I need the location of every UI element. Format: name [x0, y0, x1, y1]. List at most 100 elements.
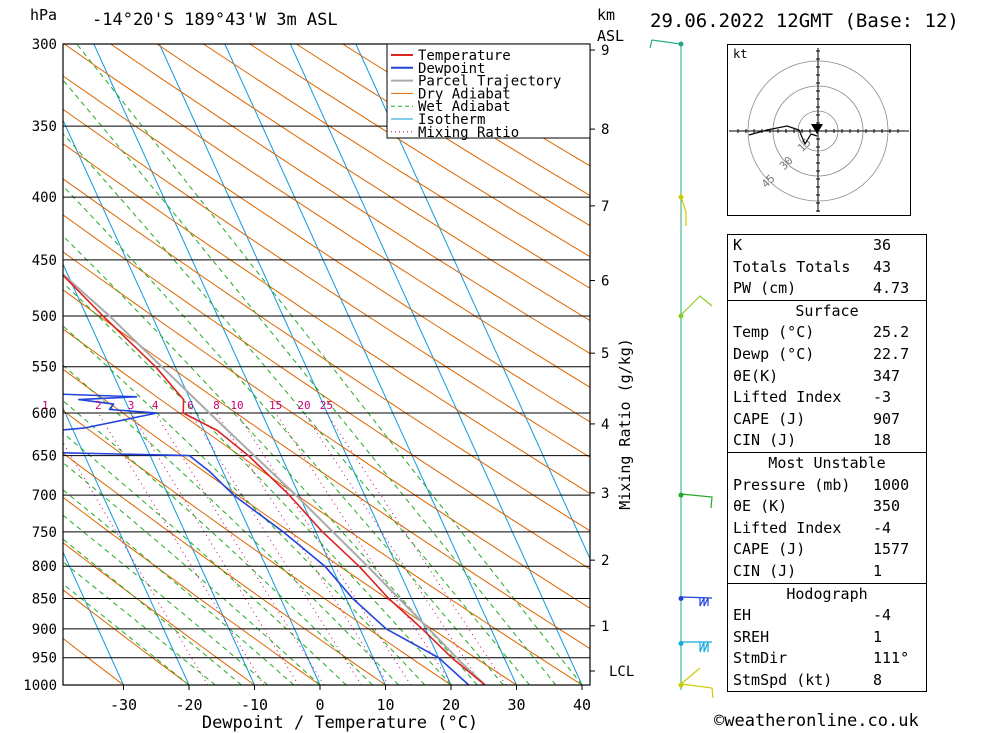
dry-adiabat-line [249, 44, 590, 258]
wet-adiabat-line [63, 325, 426, 685]
pressure-tick-label: 600 [32, 406, 57, 422]
legend-entry: Isotherm [418, 112, 485, 128]
pressure-tick-label: 550 [32, 360, 57, 376]
temperature-tick-label: -10 [241, 696, 268, 714]
most-unstable-value: 1000 [873, 475, 910, 494]
legend-entry: Wet Adiabat [418, 99, 511, 115]
surface-label: CAPE (J) [733, 409, 806, 428]
surface-value: 347 [873, 366, 901, 385]
hodograph-param-row: EH -4 [728, 605, 926, 627]
height-unit-km: km [597, 6, 616, 24]
mixing-ratio-line [97, 412, 265, 685]
location-title: -14°20'S 189°43'W 3m ASL [92, 10, 338, 30]
temperature-tick-label: -20 [175, 696, 202, 714]
hodograph-param-label: EH [733, 606, 752, 625]
surface-row: CIN (J) 18 [728, 430, 926, 452]
mixing-ratio-label: 2 [95, 399, 102, 412]
mixing-ratio-line [275, 412, 453, 685]
parcel-trajectory-line [63, 272, 486, 685]
wind-barb [649, 39, 682, 49]
surface-row: θE(K) 347 [728, 366, 926, 388]
surface-row: Dewp (°C) 22.7 [728, 344, 926, 366]
most-unstable-label: CIN (J) [733, 561, 797, 580]
pressure-tick-label: 1000 [23, 678, 57, 694]
mixing-ratio-line [303, 412, 483, 685]
most-unstable-label: Pressure (mb) [733, 475, 851, 494]
surface-section: Surface Temp (°C) 25.2 Dewp (°C) 22.7 θE(K) 3… [728, 299, 926, 452]
pressure-tick-label: 900 [32, 622, 57, 638]
surface-row: Temp (°C) 25.2 [728, 322, 926, 344]
hodograph-param-row: StmDir 111° [728, 648, 926, 670]
wet-adiabat-line [63, 282, 452, 685]
isotherm-line [158, 44, 452, 685]
temperature-line [63, 274, 486, 685]
isotherm-line [355, 44, 590, 560]
pressure-unit-label: hPa [30, 6, 58, 24]
index-row: PW (cm) 4.73 [728, 278, 926, 300]
hodograph-param-row: SREH 1 [728, 627, 926, 649]
legend-entry: Mixing Ratio [418, 125, 519, 141]
hodograph-param-row: StmSpd (kt) 8 [728, 670, 926, 692]
indices-section: K 36 Totals Totals 43 PW (cm) 4.73 [728, 235, 926, 300]
x-axis-label: Dewpoint / Temperature (°C) [202, 713, 478, 733]
wind-barb-dot [678, 313, 684, 319]
pressure-tick-label: 750 [32, 525, 57, 541]
wind-barb-dot [678, 492, 684, 498]
temperature-tick-label: 0 [315, 696, 324, 714]
hodograph-param-label: StmDir [733, 649, 788, 668]
wind-barb [680, 667, 714, 699]
footer-credit: ©weatheronline.co.uk [714, 711, 919, 731]
dry-adiabat-line [63, 289, 590, 650]
surface-label: Dewp (°C) [733, 344, 815, 363]
height-tick-label: 7 [601, 199, 609, 215]
surface-label: CIN (J) [733, 431, 797, 450]
most-unstable-label: Lifted Index [733, 518, 842, 537]
wet-adiabat-line [63, 514, 268, 685]
mixing-ratio-label: 20 [297, 399, 310, 412]
wet-adiabat-line [63, 364, 399, 685]
dry-adiabat-line [63, 44, 590, 388]
mixing-ratio-label: 10 [230, 399, 243, 412]
temperature-tick-label: 10 [376, 696, 394, 714]
hodograph-unit: kt [733, 47, 747, 61]
mixing-ratio-axis-label: Mixing Ratio (g/kg) [616, 338, 634, 510]
index-label: PW (cm) [733, 279, 797, 298]
wet-adiabat-line [63, 79, 557, 685]
dry-adiabat-line [63, 542, 255, 685]
pressure-tick-label: 400 [32, 190, 57, 206]
pressure-tick-label: 300 [32, 37, 57, 53]
most-unstable-row: θE (K) 350 [728, 496, 926, 518]
hodograph-param-value: 1 [873, 627, 883, 646]
index-value: 43 [873, 257, 892, 276]
most-unstable-title: Most Unstable [768, 453, 886, 472]
isotherm-line [93, 44, 386, 685]
wind-barb [680, 196, 687, 226]
isotherm-line [224, 44, 517, 685]
legend-frame [386, 43, 591, 139]
wind-barb [680, 295, 713, 316]
wind-barb [680, 493, 713, 509]
most-unstable-section: Most Unstable Pressure (mb) 1000 θE (K) 350… [728, 451, 926, 583]
hodograph-trace [748, 125, 818, 146]
legend-entry: Parcel Trajectory [418, 74, 561, 90]
pressure-tick-label: 950 [32, 651, 57, 667]
surface-value: 907 [873, 409, 901, 428]
dry-adiabat-line [63, 409, 452, 685]
index-label: K [733, 236, 743, 254]
legend-entry: Dry Adiabat [418, 86, 511, 102]
isotherm-line [63, 118, 321, 685]
pressure-tick-label: 500 [32, 309, 57, 325]
height-tick-label: 2 [601, 553, 609, 569]
height-tick-label: 4 [601, 417, 609, 433]
mixing-ratio-label: 6 [187, 399, 194, 412]
temperature-tick-label: -30 [110, 696, 137, 714]
pressure-tick-label: 450 [32, 253, 57, 269]
most-unstable-value: 350 [873, 497, 901, 516]
mixing-ratio-line [325, 412, 507, 685]
dry-adiabat-line [63, 496, 321, 685]
plot-frame [62, 43, 591, 686]
dry-adiabat-line [63, 452, 386, 685]
wet-adiabat-line [63, 489, 295, 685]
